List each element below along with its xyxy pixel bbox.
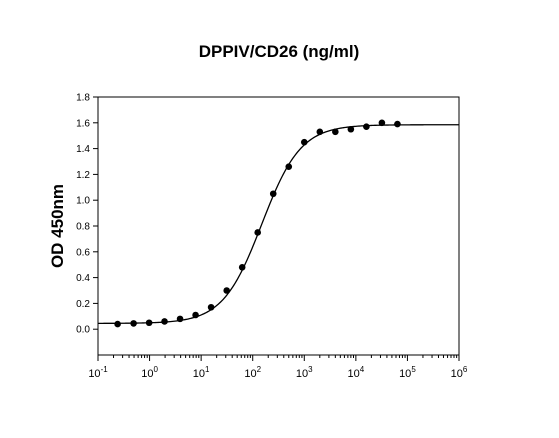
- x-tick-label: 102: [244, 365, 261, 380]
- data-point: [130, 320, 137, 327]
- y-tick-label: 0.0: [76, 325, 90, 336]
- y-axis-label: OD 450nm: [48, 184, 67, 268]
- y-tick-label: 1.4: [76, 144, 90, 155]
- x-tick-exponent: 3: [308, 365, 313, 374]
- x-axis: 10-1 100 101 102 103 104 105 106: [88, 355, 468, 380]
- data-point: [176, 315, 184, 323]
- x-tick-label: 106: [451, 365, 468, 380]
- x-tick-exponent: 2: [257, 365, 262, 374]
- data-point: [114, 320, 121, 328]
- x-tick-label: 101: [193, 365, 210, 380]
- x-tick-base: 10: [348, 368, 360, 380]
- data-point: [347, 125, 355, 133]
- data-point: [207, 303, 215, 311]
- x-tick-base: 10: [244, 368, 256, 380]
- data-point: [161, 318, 168, 325]
- data-point: [363, 123, 370, 130]
- x-tick-exponent: 5: [411, 365, 416, 374]
- fit-curve: [98, 124, 459, 324]
- data-point: [269, 190, 277, 198]
- x-tick-label: 104: [348, 365, 365, 380]
- x-tick-label: 105: [399, 365, 416, 380]
- x-tick-exponent: 4: [360, 365, 365, 374]
- data-point: [285, 163, 293, 170]
- y-tick-label: 0.4: [76, 273, 90, 284]
- data-point: [192, 311, 199, 319]
- x-tick-base: 10: [193, 368, 205, 380]
- data-point: [300, 138, 308, 146]
- plot-frame: [97, 96, 460, 356]
- data-point: [394, 120, 401, 128]
- data-point: [238, 263, 246, 271]
- x-tick-label: 100: [141, 365, 158, 380]
- data-point: [316, 128, 324, 136]
- y-tick-label: 1.2: [76, 170, 90, 181]
- x-tick-base: 10: [451, 368, 463, 380]
- data-point: [378, 119, 386, 127]
- data-point: [145, 319, 153, 327]
- x-tick-base: 10: [399, 368, 411, 380]
- x-tick-exponent: 0: [153, 365, 158, 374]
- y-tick-label: 1.8: [76, 93, 90, 104]
- data-point: [332, 128, 339, 136]
- data-point: [254, 229, 262, 236]
- y-axis: 0.0 0.2 0.4 0.6 0.8 1.0 1.2 1.4 1.6 1.8: [76, 93, 98, 336]
- x-tick-label: 103: [296, 365, 313, 380]
- x-tick-exponent: 1: [205, 365, 210, 374]
- x-tick-exponent: 6: [463, 365, 468, 374]
- data-points: [114, 119, 401, 328]
- y-tick-label: 0.2: [76, 299, 90, 310]
- data-point: [223, 287, 230, 294]
- chart-title: DPPIV/CD26 (ng/ml): [199, 42, 360, 61]
- y-tick-label: 1.6: [76, 118, 90, 129]
- x-tick-base: 10: [141, 368, 153, 380]
- x-tick-label: 10-1: [88, 365, 108, 380]
- y-tick-label: 0.6: [76, 247, 90, 258]
- x-tick-base: 10: [296, 368, 308, 380]
- x-tick-base: 10: [88, 368, 100, 380]
- y-tick-label: 0.8: [76, 222, 90, 233]
- y-tick-label: 1.0: [76, 196, 90, 207]
- x-tick-exponent: -1: [101, 365, 109, 374]
